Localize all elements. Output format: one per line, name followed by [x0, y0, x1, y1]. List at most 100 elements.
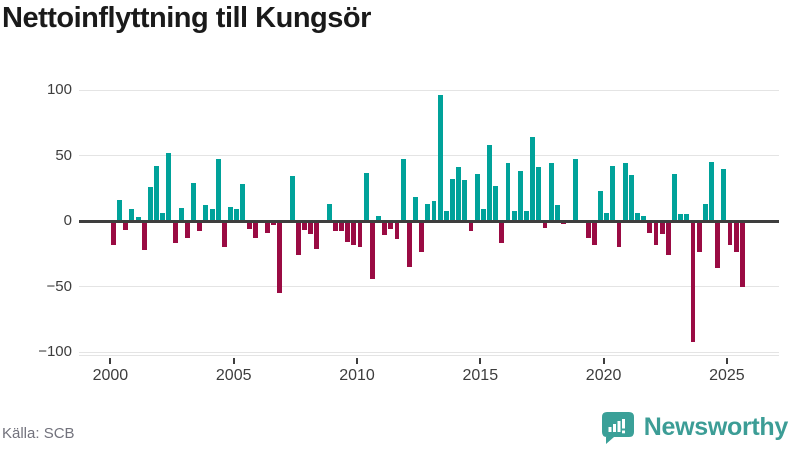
y-axis-tick-label: 100	[46, 81, 72, 98]
bar-quarter-2001q2	[141, 221, 147, 250]
bar-quarter-2005q2	[240, 184, 246, 221]
y-gridline	[79, 155, 779, 156]
y-axis-tick-label: −100	[38, 343, 72, 360]
bar-quarter-2025q3	[739, 221, 745, 287]
y-gridline	[79, 89, 779, 91]
bar-quarter-2024q1	[702, 203, 708, 221]
bar-quarter-2012q3	[419, 221, 425, 253]
bar-quarter-2023q3	[690, 221, 696, 342]
bar-quarter-2006q3	[271, 221, 277, 225]
bar-quarter-2000q2	[117, 200, 123, 221]
bar-quarter-2014q3	[468, 221, 474, 232]
chart-title: Nettoinflyttning till Kungsör	[2, 2, 371, 34]
bar-quarter-2001q3	[147, 186, 153, 221]
bar-quarter-2024q3	[715, 221, 721, 269]
bar-quarter-2009q1	[332, 221, 338, 232]
bar-quarter-2007q2	[289, 176, 295, 221]
bar-quarter-2015q2	[487, 145, 492, 221]
bar-quarter-2020q3	[616, 221, 622, 248]
y-gridline	[79, 286, 779, 287]
bar-quarter-2011q2	[388, 221, 394, 229]
source-note: Källa: SCB	[2, 425, 75, 442]
bar-quarter-2015q3	[493, 185, 499, 221]
bar-quarter-2022q2	[659, 221, 665, 235]
bar-quarter-2008q1	[308, 221, 314, 235]
bar-quarter-2022q3	[665, 221, 671, 256]
bar-quarter-2004q1	[209, 209, 215, 221]
bar-quarter-2014q2	[462, 180, 468, 221]
bar-quarter-2004q2	[215, 159, 221, 221]
bar-quarter-2022q4	[672, 173, 677, 221]
bar-quarter-2006q2	[265, 221, 271, 233]
bar-quarter-2013q2	[437, 95, 443, 221]
y-gridline	[79, 351, 779, 353]
bar-quarter-2006q4	[277, 221, 283, 294]
bar-quarter-2016q1	[505, 163, 511, 221]
bar-quarter-2019q2	[585, 221, 591, 239]
bar-quarter-2014q4	[474, 173, 480, 221]
newsworthy-logo[interactable]: Newsworthy	[601, 411, 788, 444]
bar-quarter-2010q2	[363, 172, 369, 221]
bar-quarter-2002q2	[166, 152, 172, 221]
bar-quarter-2002q4	[178, 207, 184, 221]
bar-quarter-2000q4	[129, 209, 135, 221]
bar-quarter-2024q4	[721, 168, 727, 221]
bar-quarter-2020q2	[610, 165, 616, 221]
bar-quarter-2021q4	[647, 221, 653, 233]
bar-quarter-2018q1	[554, 205, 560, 221]
bar-quarter-2024q2	[709, 162, 714, 221]
bar-quarter-2019q3	[591, 221, 597, 245]
y-axis-tick-label: 0	[63, 212, 72, 229]
bar-quarter-2012q2	[413, 197, 418, 221]
bar-quarter-2015q4	[499, 221, 505, 244]
x-axis-tick-label: 2025	[709, 367, 745, 384]
bar-quarter-2008q2	[314, 221, 320, 249]
x-axis-tick	[479, 358, 482, 364]
bar-quarter-2013q1	[431, 201, 437, 221]
bar-quarter-2014q1	[456, 167, 462, 221]
bar-quarter-2007q4	[302, 221, 307, 231]
bar-quarter-2003q2	[191, 183, 197, 221]
bar-quarter-2017q4	[548, 163, 554, 221]
bar-quarter-2003q1	[184, 221, 190, 239]
bar-quarter-2013q3	[443, 210, 449, 221]
x-axis-tick-label: 2005	[215, 367, 252, 384]
bar-quarter-2025q2	[733, 221, 739, 253]
bar-quarter-2000q3	[123, 221, 129, 231]
brand-name: Newsworthy	[643, 413, 789, 441]
bar-quarter-2001q4	[154, 165, 160, 221]
bar-quarter-2013q4	[450, 179, 455, 221]
zero-baseline	[79, 219, 779, 223]
x-axis-tick	[232, 358, 235, 364]
bar-quarter-2021q2	[635, 213, 640, 221]
bar-quarter-2021q3	[641, 215, 647, 221]
bar-quarter-2021q1	[628, 175, 634, 221]
bar-quarter-2025q1	[727, 221, 733, 245]
x-axis-tick	[602, 358, 605, 364]
bar-quarter-2009q2	[339, 221, 344, 232]
bar-quarter-2010q4	[376, 215, 381, 221]
bar-quarter-2005q1	[234, 209, 240, 221]
x-axis-line	[79, 355, 779, 356]
bar-quarter-2017q2	[536, 167, 542, 221]
bar-quarter-2016q4	[524, 210, 529, 221]
bar-quarter-2023q1	[678, 214, 684, 221]
bar-quarter-2000q1	[111, 221, 116, 245]
bar-quarter-2011q4	[400, 159, 406, 221]
bar-quarter-2009q4	[351, 221, 357, 245]
bar-quarter-2004q3	[221, 221, 227, 248]
bar-quarter-2009q3	[345, 221, 351, 242]
bar-quarter-2003q3	[197, 221, 203, 232]
bar-quarter-2017q1	[530, 137, 536, 221]
x-axis-tick-label: 2020	[585, 367, 622, 384]
bar-quarter-2020q1	[604, 213, 610, 221]
bar-quarter-2007q3	[295, 221, 301, 256]
bar-quarter-2003q4	[203, 205, 209, 221]
bar-quarter-2018q4	[573, 159, 579, 221]
bar-quarter-2023q2	[684, 214, 690, 221]
bar-quarter-2012q4	[425, 203, 431, 221]
x-axis-tick-label: 2015	[462, 367, 499, 384]
newsworthy-bar-chart-bubble-icon	[601, 411, 635, 444]
